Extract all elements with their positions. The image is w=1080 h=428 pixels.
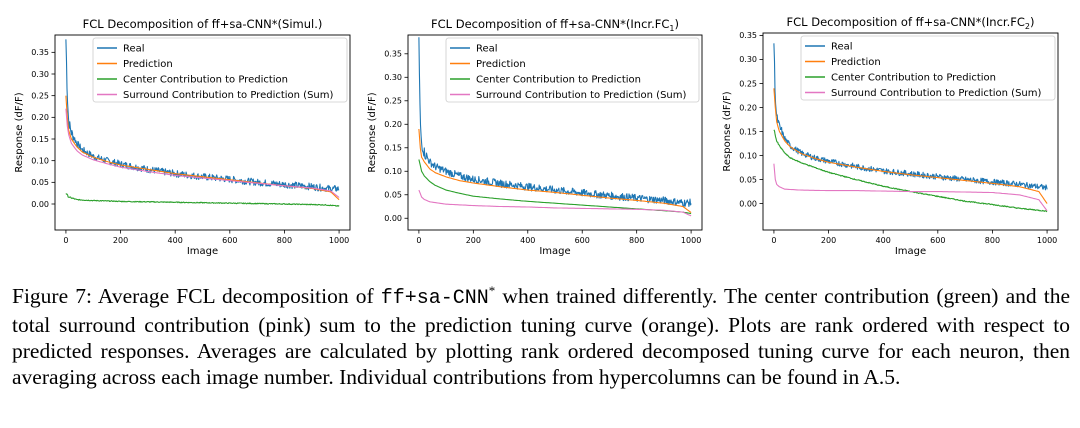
y-tick-label: 0.30 xyxy=(739,55,757,64)
chart-title-subscript: 2 xyxy=(1025,22,1030,31)
x-tick-label: 400 xyxy=(520,236,535,245)
y-tick-label: 0.00 xyxy=(31,200,49,209)
series-group xyxy=(418,37,692,217)
y-axis-label: Response (dF/F) xyxy=(14,92,25,172)
y-tick-label: 0.25 xyxy=(31,91,49,100)
x-axis-label: Image xyxy=(187,246,218,257)
y-tick-label: 0.05 xyxy=(31,178,49,187)
y-tick-label: 0.10 xyxy=(384,167,402,176)
caption-model-code: ff+sa-CNN xyxy=(380,287,489,311)
x-tick-label: 600 xyxy=(930,236,945,245)
legend-label-prediction: Prediction xyxy=(476,59,526,70)
plot-frame xyxy=(407,34,703,231)
legend-label-prediction: Prediction xyxy=(123,59,173,70)
series-line-real xyxy=(418,37,692,207)
y-tick-label: 0.15 xyxy=(31,135,49,144)
legend-label-surround: Surround Contribution to Prediction (Sum… xyxy=(476,90,687,101)
series-line-center xyxy=(773,129,1048,213)
x-tick-label: 0 xyxy=(771,236,776,245)
x-tick-label: 0 xyxy=(63,236,68,245)
y-tick-label: 0.05 xyxy=(739,175,757,184)
series-group xyxy=(773,43,1048,213)
series-line-prediction xyxy=(773,88,1048,204)
x-tick-label: 1000 xyxy=(681,236,701,245)
x-tick-label: 600 xyxy=(575,236,590,245)
legend-box xyxy=(800,35,1056,101)
y-tick-label: 0.20 xyxy=(739,103,757,112)
x-tick-label: 400 xyxy=(168,236,183,245)
x-tick-label: 800 xyxy=(985,236,1000,245)
legend-label-surround: Surround Contribution to Prediction (Sum… xyxy=(831,88,1042,99)
y-tick-label: 0.20 xyxy=(384,120,402,129)
chart-title-end: ) xyxy=(674,17,679,31)
series-line-surround xyxy=(418,189,692,217)
y-tick-label: 0.25 xyxy=(739,79,757,88)
chart-title-end: ) xyxy=(1030,15,1035,29)
caption-model-sup: * xyxy=(488,283,496,298)
y-tick-label: 0.25 xyxy=(384,97,402,106)
legend-label-real: Real xyxy=(831,42,853,53)
x-tick-label: 1000 xyxy=(329,236,349,245)
y-tick-label: 0.35 xyxy=(31,48,49,57)
legend-label-center: Center Contribution to Prediction xyxy=(476,75,641,86)
y-tick-label: 0.15 xyxy=(384,144,402,153)
chart-title: FCL Decomposition of ff+sa-CNN*(Incr.FC2… xyxy=(787,15,1035,31)
series-line-surround xyxy=(773,163,1048,212)
y-tick-label: 0.35 xyxy=(739,31,757,40)
figure-number: Figure 7: xyxy=(12,284,92,309)
legend-box xyxy=(92,37,348,103)
legend-label-real: Real xyxy=(123,44,145,55)
y-axis-label: Response (dF/F) xyxy=(367,92,378,172)
y-tick-label: 0.15 xyxy=(739,127,757,136)
chart-title-subscript: 1 xyxy=(669,24,674,33)
x-axis-label: Image xyxy=(539,246,570,257)
chart-title: FCL Decomposition of ff+sa-CNN*(Simul.) xyxy=(83,17,323,31)
y-tick-label: 0.10 xyxy=(31,156,49,165)
chart-panel-incr-fc2: FCL Decomposition of ff+sa-CNN*(Incr.FC2… xyxy=(720,0,1080,262)
chart-simul: FCL Decomposition of ff+sa-CNN*(Simul.) 0… xyxy=(14,17,351,257)
x-tick-label: 200 xyxy=(113,236,128,245)
x-tick-label: 400 xyxy=(876,236,891,245)
series-line-prediction xyxy=(418,128,692,214)
x-tick-label: 600 xyxy=(222,236,237,245)
chart-title: FCL Decomposition of ff+sa-CNN*(Incr.FC1… xyxy=(431,17,679,33)
legend-label-surround: Surround Contribution to Prediction (Sum… xyxy=(123,90,334,101)
caption-pre: Average FCL decomposition of xyxy=(91,284,381,309)
series-line-center xyxy=(418,159,692,215)
legend-label-prediction: Prediction xyxy=(831,57,881,68)
x-tick-label: 200 xyxy=(466,236,481,245)
x-tick-label: 1000 xyxy=(1037,236,1057,245)
series-line-center xyxy=(65,193,340,207)
chart-panel-simul: FCL Decomposition of ff+sa-CNN*(Simul.) 0… xyxy=(0,0,360,262)
y-tick-label: 0.35 xyxy=(384,50,402,59)
y-tick-label: 0.00 xyxy=(739,199,757,208)
x-tick-label: 200 xyxy=(821,236,836,245)
y-tick-label: 0.05 xyxy=(384,191,402,200)
figure-caption: Figure 7: Average FCL decomposition of f… xyxy=(12,278,1070,390)
caption-post: when trained differently. The center con… xyxy=(12,284,1070,390)
chart-incr-fc2: FCL Decomposition of ff+sa-CNN*(Incr.FC2… xyxy=(722,15,1059,257)
y-tick-label: 0.20 xyxy=(31,113,49,122)
y-axis-label: Response (dF/F) xyxy=(722,91,733,171)
chart-incr-fc1: FCL Decomposition of ff+sa-CNN*(Incr.FC1… xyxy=(367,17,703,257)
legend-label-real: Real xyxy=(476,44,498,55)
plot-frame xyxy=(54,34,351,231)
x-tick-label: 0 xyxy=(416,236,421,245)
y-tick-label: 0.10 xyxy=(739,151,757,160)
x-tick-label: 800 xyxy=(277,236,292,245)
x-tick-label: 800 xyxy=(629,236,644,245)
figure-panels: FCL Decomposition of ff+sa-CNN*(Simul.) 0… xyxy=(0,0,1080,262)
legend-label-center: Center Contribution to Prediction xyxy=(123,75,288,86)
legend-box xyxy=(445,37,700,103)
x-axis-label: Image xyxy=(895,246,926,257)
series-line-surround xyxy=(65,108,340,198)
series-group xyxy=(65,39,340,207)
chart-panel-incr-fc1: FCL Decomposition of ff+sa-CNN*(Incr.FC1… xyxy=(360,0,720,262)
y-tick-label: 0.00 xyxy=(384,214,402,223)
y-tick-label: 0.30 xyxy=(384,73,402,82)
y-tick-label: 0.30 xyxy=(31,70,49,79)
legend-label-center: Center Contribution to Prediction xyxy=(831,73,996,84)
